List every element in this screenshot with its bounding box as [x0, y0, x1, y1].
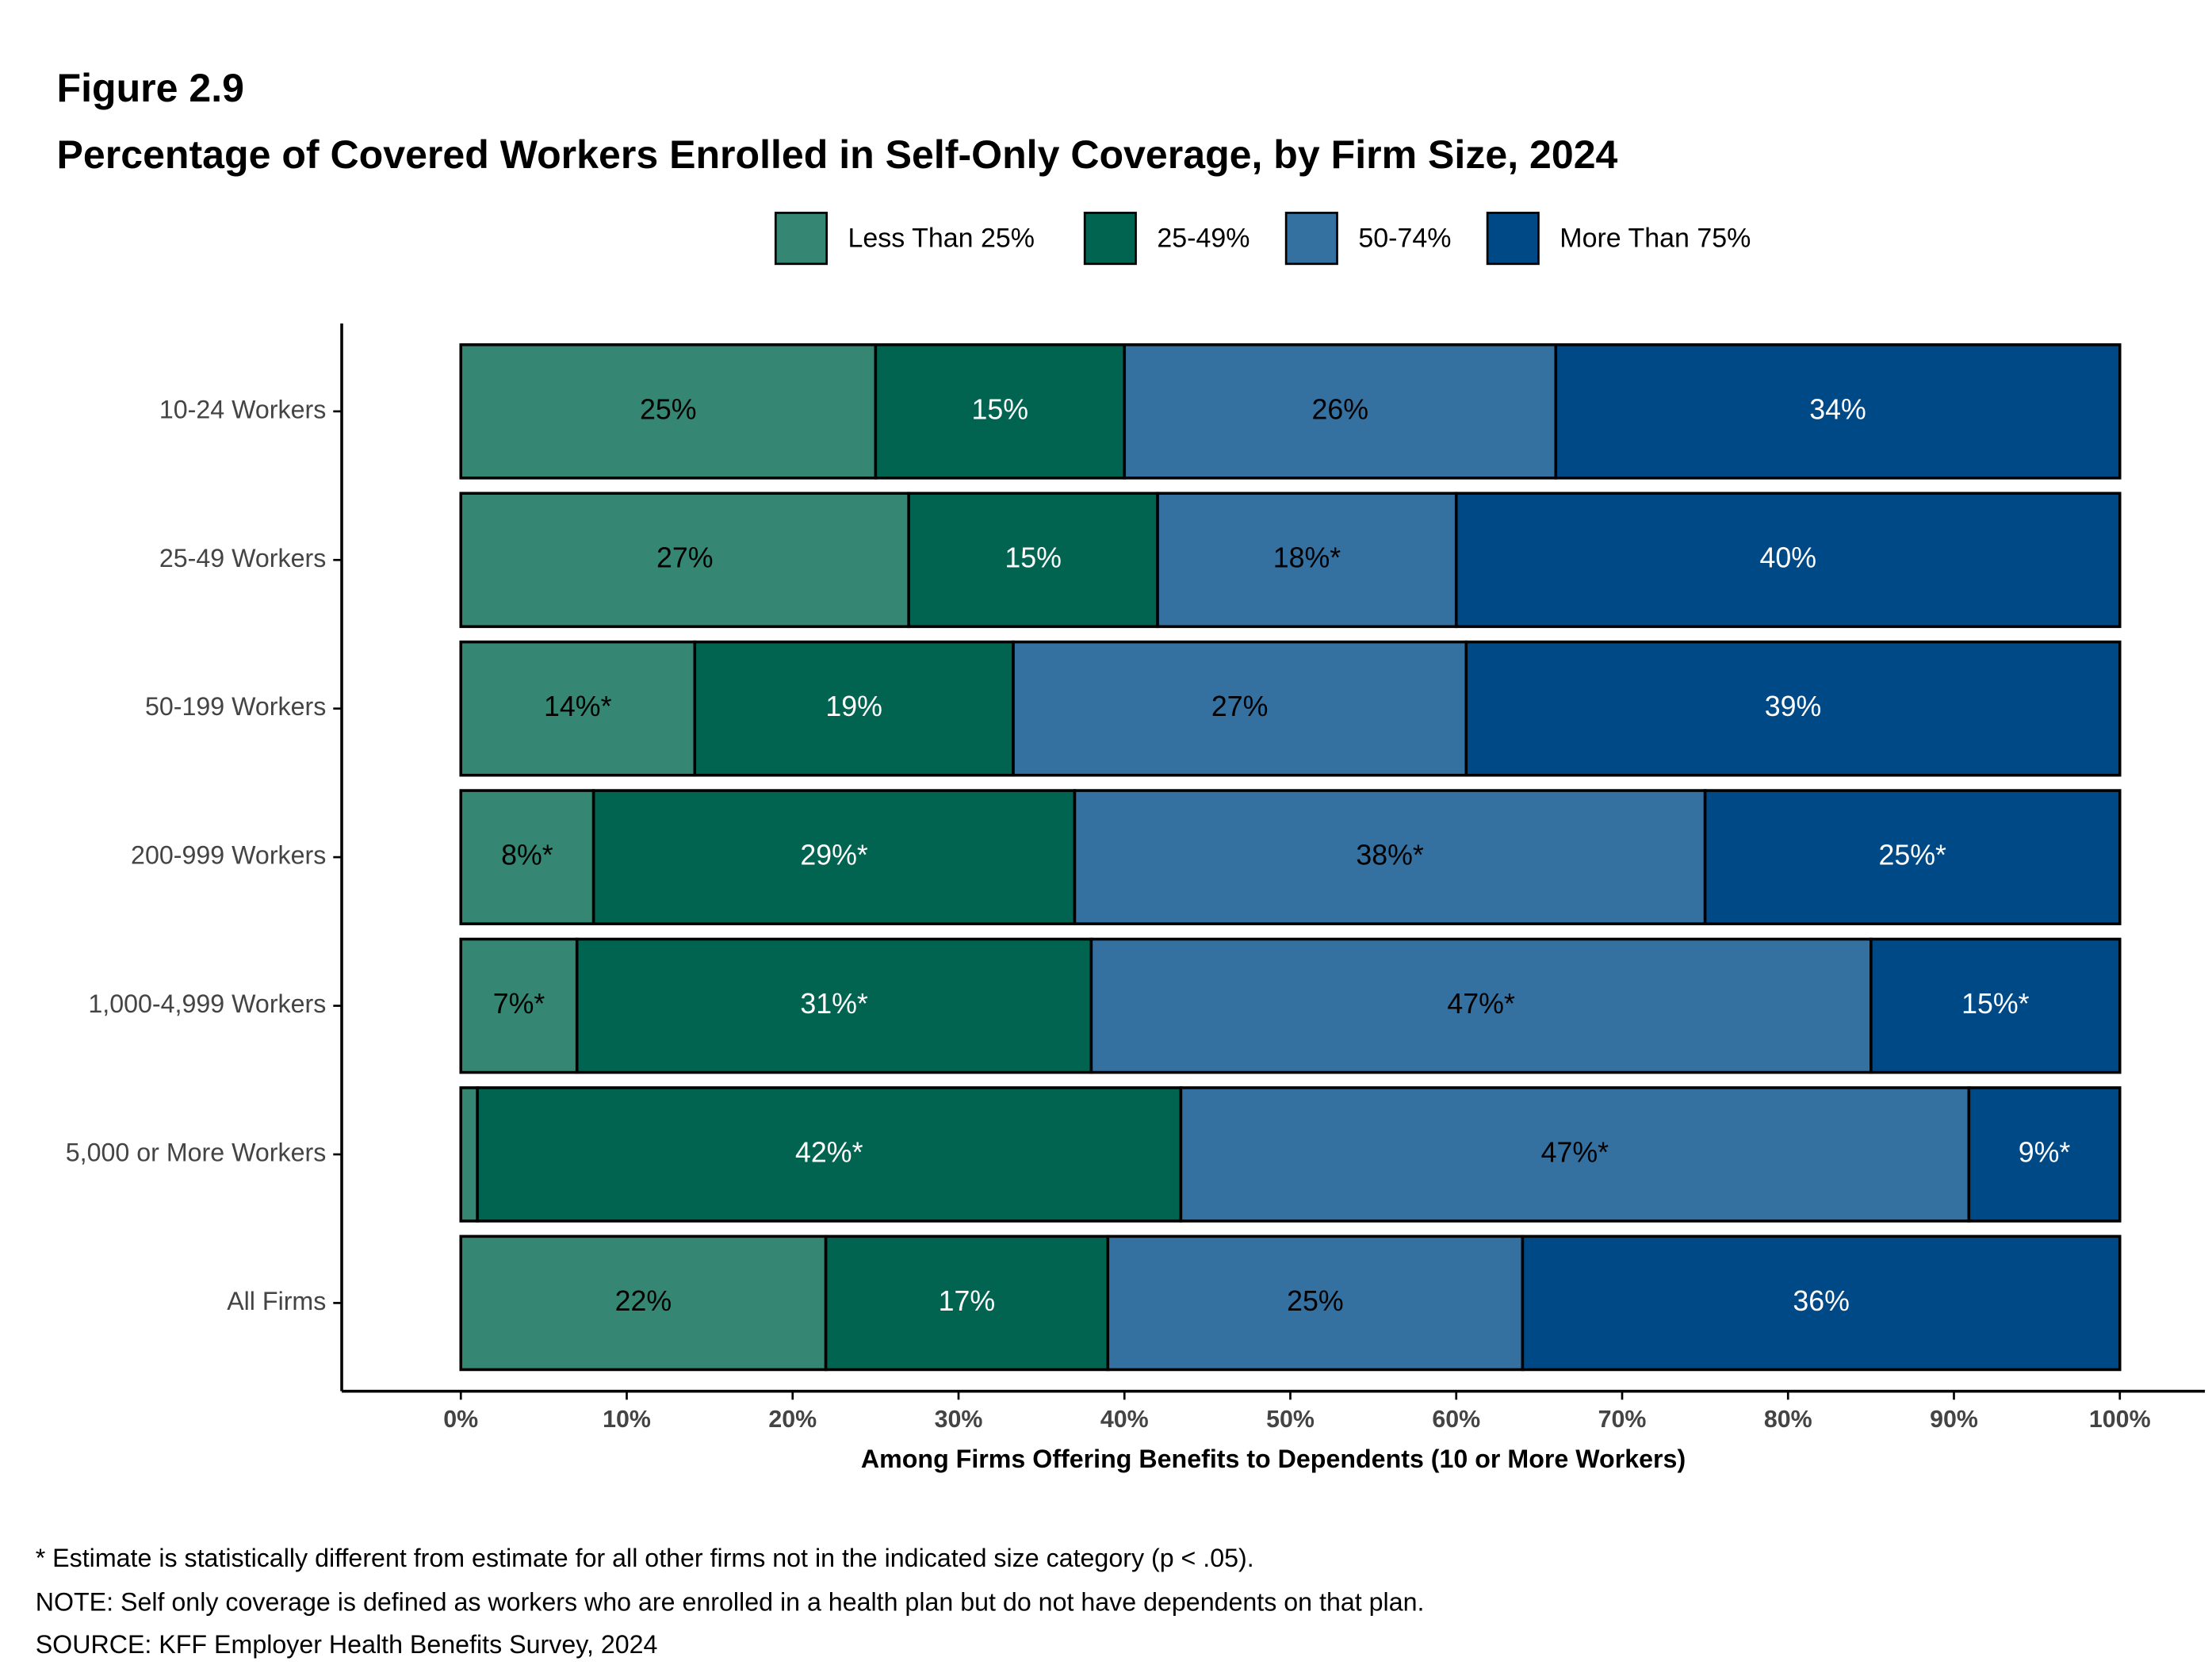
data-label: 25%	[1287, 1285, 1344, 1317]
data-label: 27%	[656, 542, 714, 574]
bar-segment	[459, 343, 878, 480]
y-tick-label: 200-999 Workers	[131, 841, 326, 870]
data-label: 15%	[972, 393, 1029, 425]
bar-segment	[693, 640, 1015, 777]
data-label: 29%*	[800, 840, 868, 871]
bar-segment	[874, 343, 1127, 480]
bar-segment	[1012, 640, 1468, 777]
bar-segment	[1967, 1086, 2122, 1223]
data-label: 22%	[615, 1285, 672, 1317]
bar-segment	[591, 789, 1077, 925]
x-tick-label: 100%	[2089, 1406, 2151, 1433]
data-label: 9%*	[2019, 1136, 2071, 1168]
data-label: 40%	[1759, 542, 1816, 574]
y-tick-label: 1,000-4,999 Workers	[88, 989, 326, 1018]
bar-segment	[1454, 492, 2122, 629]
legend-swatch	[774, 212, 829, 266]
bar-segment	[575, 937, 1093, 1074]
bar-segment	[1123, 343, 1558, 480]
bar-segment	[476, 1086, 1183, 1223]
bar-segment	[1869, 937, 2122, 1074]
legend-swatch	[1486, 212, 1540, 266]
legend-swatch	[1284, 212, 1338, 266]
bar-segment	[1089, 937, 1873, 1074]
bar-segment	[459, 1086, 479, 1223]
x-tick-label: 30%	[935, 1406, 983, 1433]
bar-segment	[907, 492, 1159, 629]
x-tick-label: 90%	[1930, 1406, 1978, 1433]
bar-segment	[1703, 789, 2122, 925]
y-tick-label: 5,000 or More Workers	[66, 1138, 327, 1166]
y-tick-label: All Firms	[227, 1287, 326, 1315]
x-tick-label: 60%	[1432, 1406, 1480, 1433]
footnote: SOURCE: KFF Employer Health Benefits Sur…	[36, 1630, 658, 1659]
data-label: 18%*	[1273, 542, 1341, 574]
bar-segment	[1179, 1086, 1971, 1223]
chart-subtitle: Percentage of Covered Workers Enrolled i…	[57, 132, 1618, 177]
data-label: 36%	[1793, 1285, 1850, 1317]
x-tick-label: 80%	[1764, 1406, 1812, 1433]
x-tick-label: 70%	[1598, 1406, 1647, 1433]
data-label: 38%*	[1356, 840, 1424, 871]
data-label: 25%*	[1878, 840, 1946, 871]
legend-label: Less Than 25%	[848, 223, 1035, 253]
chart-title: Figure 2.9	[57, 66, 244, 110]
data-label: 47%*	[1447, 988, 1515, 1020]
data-label: 7%*	[493, 988, 545, 1020]
bar-segment	[459, 640, 697, 777]
data-label: 19%	[825, 691, 882, 722]
legend-label: 25-49%	[1157, 223, 1250, 253]
bar-segment	[1106, 1234, 1525, 1372]
data-label: 31%*	[800, 988, 868, 1020]
data-label: 17%	[939, 1285, 996, 1317]
legend-label: More Than 75%	[1559, 223, 1751, 253]
bar-segment	[1554, 343, 2122, 480]
data-label: 47%*	[1541, 1136, 1609, 1168]
data-label: 8%*	[501, 840, 553, 871]
data-label: 34%	[1809, 393, 1866, 425]
data-label: 25%	[640, 393, 697, 425]
legend-swatch	[1083, 212, 1137, 266]
y-tick-label: 10-24 Workers	[159, 395, 327, 423]
data-label: 39%	[1765, 691, 1822, 722]
bar-segment	[824, 1234, 1110, 1372]
bar-segment	[459, 1234, 828, 1372]
x-tick-label: 40%	[1100, 1406, 1149, 1433]
footnote: NOTE: Self only coverage is defined as w…	[36, 1587, 1425, 1616]
y-tick-label: 25-49 Workers	[159, 544, 327, 572]
x-tick-label: 0%	[443, 1406, 478, 1433]
bar-segment	[1521, 1234, 2122, 1372]
data-label: 42%*	[795, 1136, 863, 1168]
data-label: 15%*	[1961, 988, 2030, 1020]
y-tick-label: 50-199 Workers	[145, 692, 326, 721]
bar-segment	[459, 789, 595, 925]
legend-label: 50-74%	[1358, 223, 1451, 253]
bar-segment	[459, 937, 579, 1074]
data-label: 27%	[1211, 691, 1269, 722]
x-tick-label: 20%	[768, 1406, 817, 1433]
x-tick-label: 10%	[603, 1406, 651, 1433]
x-tick-label: 50%	[1266, 1406, 1315, 1433]
data-label: 14%*	[544, 691, 612, 722]
x-axis-title: Among Firms Offering Benefits to Depende…	[861, 1445, 1686, 1473]
footnote: * Estimate is statistically different fr…	[36, 1544, 1254, 1572]
data-label: 15%	[1005, 542, 1062, 574]
data-label: 26%	[1311, 393, 1368, 425]
bar-segment	[1464, 640, 2122, 777]
